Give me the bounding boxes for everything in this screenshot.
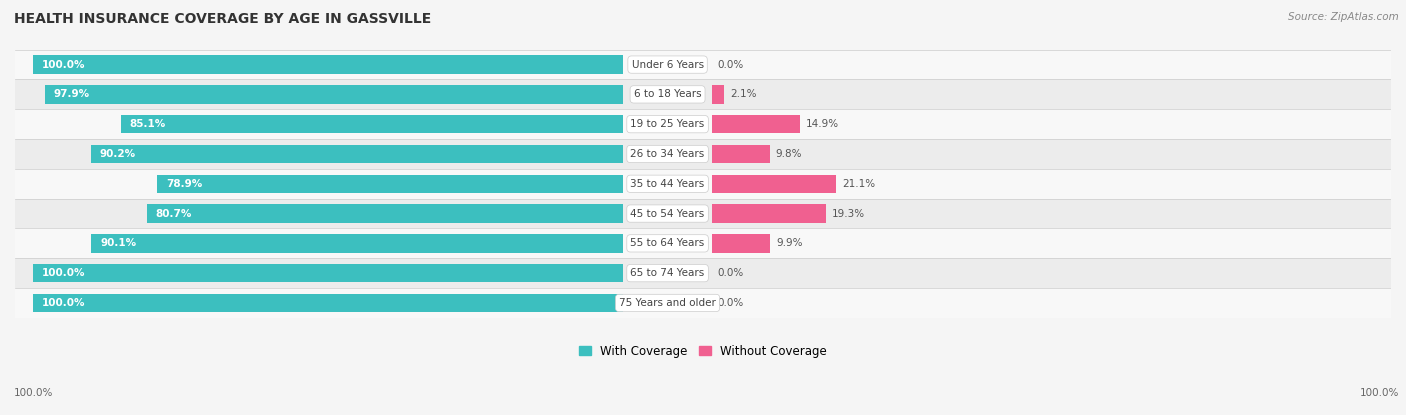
Text: 6 to 18 Years: 6 to 18 Years [634, 89, 702, 99]
Text: 100.0%: 100.0% [1360, 388, 1399, 398]
FancyBboxPatch shape [15, 199, 1391, 229]
Text: 97.9%: 97.9% [53, 89, 90, 99]
Text: 78.9%: 78.9% [166, 179, 202, 189]
Text: Source: ZipAtlas.com: Source: ZipAtlas.com [1288, 12, 1399, 22]
Bar [32, 294, 623, 312]
Bar [711, 145, 769, 163]
Text: 100.0%: 100.0% [14, 388, 53, 398]
Text: 45 to 54 Years: 45 to 54 Years [630, 209, 704, 219]
Text: 0.0%: 0.0% [718, 268, 744, 278]
FancyBboxPatch shape [15, 258, 1391, 288]
FancyBboxPatch shape [15, 139, 1391, 169]
Bar [711, 234, 770, 253]
Text: 100.0%: 100.0% [42, 60, 86, 70]
Text: 2.1%: 2.1% [730, 89, 756, 99]
Text: 35 to 44 Years: 35 to 44 Years [630, 179, 704, 189]
Text: 65 to 74 Years: 65 to 74 Years [630, 268, 704, 278]
Text: 14.9%: 14.9% [806, 119, 839, 129]
FancyBboxPatch shape [15, 50, 1391, 80]
Text: 0.0%: 0.0% [718, 60, 744, 70]
Text: 0.0%: 0.0% [718, 298, 744, 308]
Text: 26 to 34 Years: 26 to 34 Years [630, 149, 704, 159]
Legend: With Coverage, Without Coverage: With Coverage, Without Coverage [574, 340, 832, 362]
Text: Under 6 Years: Under 6 Years [631, 60, 703, 70]
FancyBboxPatch shape [15, 288, 1391, 318]
Text: 75 Years and older: 75 Years and older [619, 298, 716, 308]
Bar [711, 175, 837, 193]
Text: 9.8%: 9.8% [776, 149, 803, 159]
Text: HEALTH INSURANCE COVERAGE BY AGE IN GASSVILLE: HEALTH INSURANCE COVERAGE BY AGE IN GASS… [14, 12, 432, 27]
Bar [90, 145, 623, 163]
Text: 90.1%: 90.1% [100, 238, 136, 248]
FancyBboxPatch shape [15, 109, 1391, 139]
Text: 100.0%: 100.0% [42, 268, 86, 278]
FancyBboxPatch shape [15, 229, 1391, 258]
Text: 90.2%: 90.2% [100, 149, 135, 159]
Bar [157, 175, 623, 193]
Text: 80.7%: 80.7% [156, 209, 193, 219]
FancyBboxPatch shape [15, 80, 1391, 109]
FancyBboxPatch shape [15, 169, 1391, 199]
Text: 100.0%: 100.0% [42, 298, 86, 308]
Bar [45, 85, 623, 104]
Text: 85.1%: 85.1% [129, 119, 166, 129]
Bar [146, 204, 623, 223]
Text: 21.1%: 21.1% [842, 179, 876, 189]
Text: 19.3%: 19.3% [832, 209, 865, 219]
Bar [32, 55, 623, 74]
Text: 55 to 64 Years: 55 to 64 Years [630, 238, 704, 248]
Text: 9.9%: 9.9% [776, 238, 803, 248]
Bar [711, 204, 825, 223]
Bar [121, 115, 623, 133]
Bar [711, 115, 800, 133]
Bar [711, 85, 724, 104]
Bar [91, 234, 623, 253]
Bar [32, 264, 623, 282]
Text: 19 to 25 Years: 19 to 25 Years [630, 119, 704, 129]
